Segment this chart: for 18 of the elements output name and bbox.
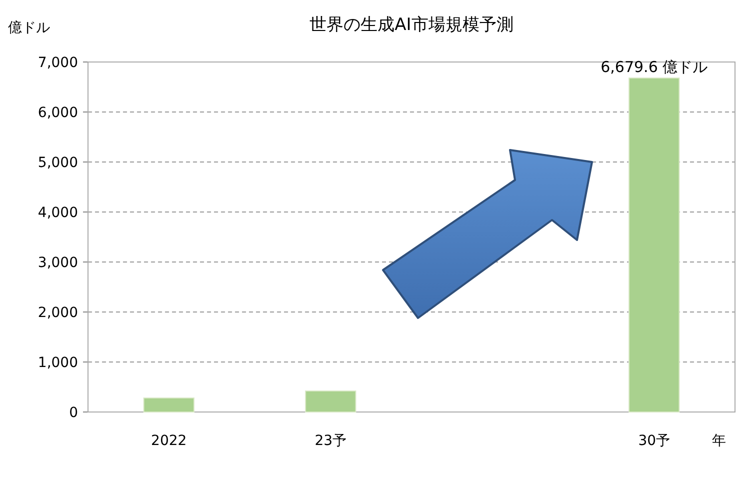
bar bbox=[628, 78, 680, 412]
data-label: 6,679.6 億ドル bbox=[600, 58, 708, 76]
x-axis-title: 年 bbox=[712, 433, 726, 449]
bar bbox=[305, 390, 356, 412]
y-tick-label: 2,000 bbox=[38, 305, 78, 321]
y-tick-label: 5,000 bbox=[38, 155, 78, 171]
bar bbox=[143, 398, 194, 412]
x-tick-label: 23予 bbox=[314, 433, 347, 449]
y-tick-label: 6,000 bbox=[38, 105, 78, 121]
y-tick-label: 7,000 bbox=[38, 55, 78, 71]
y-tick-label: 3,000 bbox=[38, 255, 78, 271]
x-tick-label: 30予 bbox=[638, 433, 670, 449]
y-axis-title: 億ドル bbox=[8, 20, 50, 36]
chart-title: 世界の生成AI市場規模予測 bbox=[310, 15, 514, 35]
y-tick-label: 1,000 bbox=[38, 355, 78, 371]
y-tick-label: 4,000 bbox=[38, 205, 78, 221]
y-tick-label: 0 bbox=[69, 405, 78, 421]
x-tick-label: 2022 bbox=[151, 433, 187, 449]
